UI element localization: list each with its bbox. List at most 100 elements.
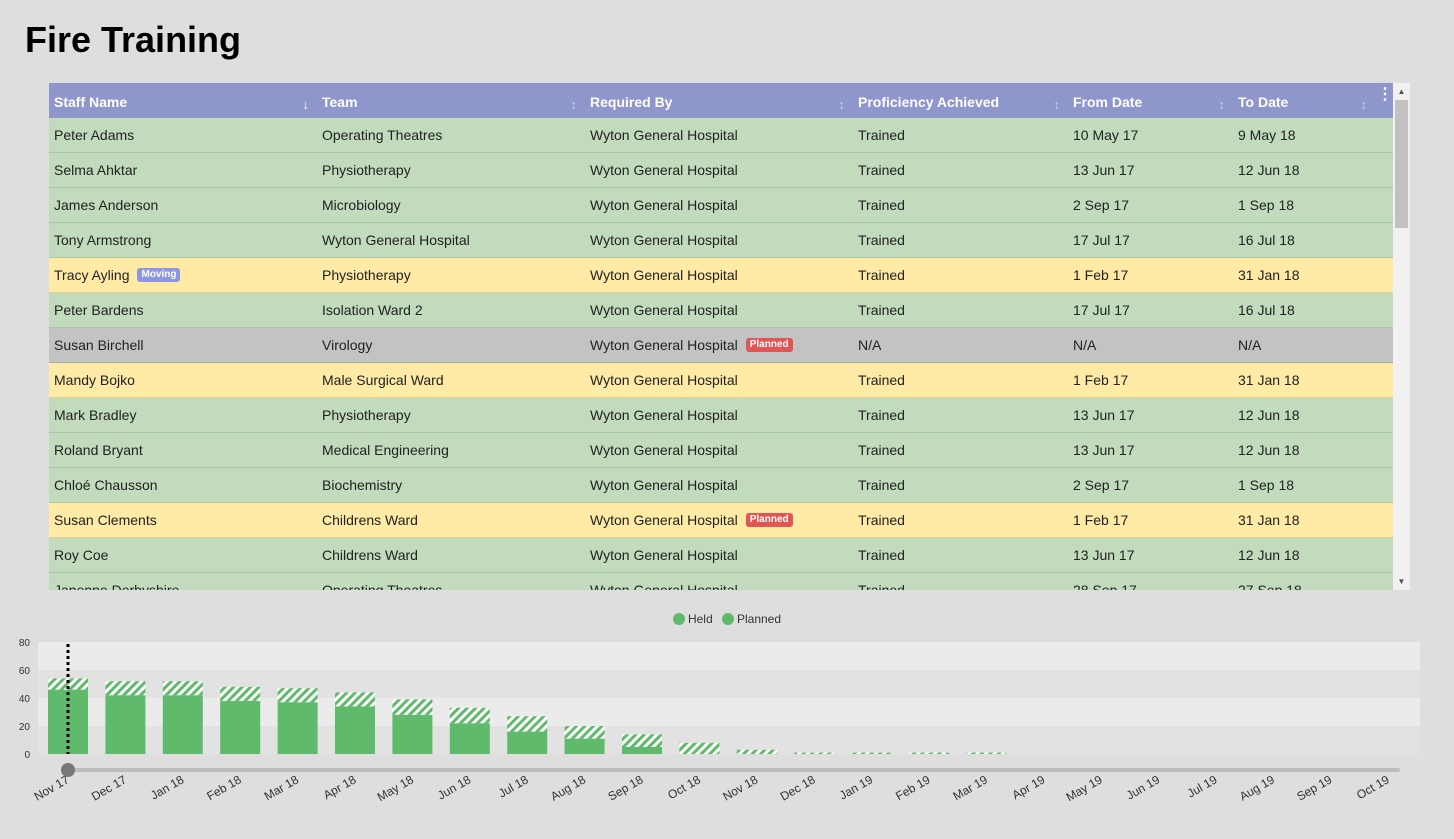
legend-item-planned[interactable]: Planned: [721, 612, 782, 626]
table-row[interactable]: Susan Birchell Virology Wyton General Hosp…: [49, 328, 1393, 363]
bar-planned[interactable]: [966, 752, 1007, 754]
team-cell: Virology: [317, 337, 585, 353]
column-header-from-date[interactable]: From Date ↕: [1068, 83, 1233, 118]
bar-planned[interactable]: [48, 678, 88, 690]
team-cell: Medical Engineering: [317, 442, 585, 458]
sort-icon[interactable]: ↕: [570, 97, 578, 112]
cell-text: Trained: [858, 162, 905, 178]
bar-planned[interactable]: [335, 692, 375, 707]
x-tick-label: May 19: [1064, 772, 1105, 804]
table-row[interactable]: Susan Clements Childrens Ward Wyton Genera…: [49, 503, 1393, 538]
sort-descending-icon[interactable]: ↓: [302, 97, 310, 112]
from-date-cell: 1 Feb 17: [1068, 512, 1233, 528]
x-tick-label: Feb 18: [204, 772, 244, 803]
bar-held[interactable]: [622, 747, 662, 754]
table-scrollbar[interactable]: ▲ ▼: [1393, 83, 1410, 590]
from-date-cell: N/A: [1068, 337, 1233, 353]
table-row[interactable]: Peter Adams Operating Theatres Wyton Gener…: [49, 118, 1393, 153]
x-tick-label: Apr 19: [1010, 772, 1048, 802]
table-row[interactable]: Mandy Bojko Male Surgical Ward Wyton Gener…: [49, 363, 1393, 398]
x-tick-label: Apr 18: [321, 772, 359, 802]
table-row[interactable]: Peter Bardens Isolation Ward 2 Wyton Gener…: [49, 293, 1393, 328]
cell-text: 16 Jul 18: [1238, 232, 1295, 248]
cell-text: Peter Bardens: [54, 302, 144, 318]
planned-badge: Planned: [745, 338, 793, 352]
timeline-slider-handle[interactable]: [61, 763, 75, 777]
cell-text: Physiotherapy: [322, 162, 411, 178]
bar-held[interactable]: [105, 695, 146, 754]
bar-held[interactable]: [564, 738, 605, 754]
sort-icon[interactable]: ↕: [838, 97, 846, 112]
x-tick-label: Nov 17: [32, 772, 72, 803]
y-tick-label: 40: [19, 694, 31, 705]
column-header-team[interactable]: Team ↕: [317, 83, 585, 118]
bar-held[interactable]: [335, 706, 375, 754]
staff-name-cell: Roland Bryant: [49, 442, 317, 458]
table-row[interactable]: Tony Armstrong Wyton General Hospital Wyto…: [49, 223, 1393, 258]
staff-name-cell: Peter Bardens: [49, 302, 317, 318]
bar-planned[interactable]: [507, 716, 548, 732]
scroll-down-arrow-icon[interactable]: ▼: [1397, 577, 1406, 586]
x-tick-label: Jun 18: [435, 772, 473, 802]
column-header-staff-name[interactable]: Staff Name ↓: [49, 83, 317, 118]
scroll-thumb[interactable]: [1395, 100, 1408, 228]
table-row[interactable]: Chloé Chausson Biochemistry Wyton General …: [49, 468, 1393, 503]
x-tick-label: Mar 18: [262, 772, 302, 803]
legend-label: Planned: [736, 612, 782, 626]
table-row[interactable]: Selma Ahktar Physiotherapy Wyton General H…: [49, 153, 1393, 188]
proficiency-cell: Trained: [853, 232, 1068, 248]
table-row[interactable]: Roland Bryant Medical Engineering Wyton Ge…: [49, 433, 1393, 468]
bar-held[interactable]: [162, 695, 203, 754]
bar-planned[interactable]: [449, 707, 490, 724]
team-cell: Isolation Ward 2: [317, 302, 585, 318]
staff-name-cell: Mark Bradley: [49, 407, 317, 423]
sort-icon[interactable]: ↕: [1053, 97, 1061, 112]
bar-planned[interactable]: [105, 681, 146, 696]
bar-planned[interactable]: [277, 688, 318, 703]
bar-planned[interactable]: [794, 752, 835, 754]
cell-text: Physiotherapy: [322, 407, 411, 423]
cell-text: Wyton General Hospital: [590, 547, 738, 563]
x-tick-label: Jan 18: [148, 772, 186, 802]
bar-held[interactable]: [277, 702, 318, 754]
bar-planned[interactable]: [392, 699, 433, 715]
cell-text: 16 Jul 18: [1238, 302, 1295, 318]
bar-planned[interactable]: [851, 752, 892, 754]
required-by-cell: Wyton General Hospital: [585, 197, 853, 213]
cell-text: 13 Jun 17: [1073, 162, 1135, 178]
cell-text: 1 Feb 17: [1073, 372, 1129, 388]
column-header-proficiency[interactable]: Proficiency Achieved ↕: [853, 83, 1068, 118]
table-row[interactable]: Roy Coe Childrens Ward Wyton General Hospi…: [49, 538, 1393, 573]
bar-planned[interactable]: [564, 726, 605, 739]
bar-held[interactable]: [449, 723, 490, 754]
sort-icon[interactable]: ↕: [1360, 97, 1368, 112]
sort-icon[interactable]: ↕: [1218, 97, 1226, 112]
grid-band: [38, 726, 1420, 754]
column-header-to-date[interactable]: To Date ↕ ⋮: [1233, 83, 1393, 118]
bar-planned[interactable]: [622, 734, 662, 747]
scroll-up-arrow-icon[interactable]: ▲: [1397, 87, 1406, 96]
bar-held[interactable]: [507, 731, 548, 754]
bar-planned[interactable]: [220, 686, 261, 701]
bar-planned[interactable]: [909, 752, 949, 754]
table-row[interactable]: James Anderson Microbiology Wyton General …: [49, 188, 1393, 223]
from-date-cell: 1 Feb 17: [1068, 267, 1233, 283]
bar-planned[interactable]: [736, 749, 777, 754]
bar-planned[interactable]: [679, 742, 720, 754]
legend-item-held[interactable]: Held: [672, 612, 713, 626]
table-row[interactable]: Mark Bradley Physiotherapy Wyton General H…: [49, 398, 1393, 433]
bar-planned[interactable]: [162, 681, 203, 696]
proficiency-cell: Trained: [853, 372, 1068, 388]
cell-text: Wyton General Hospital: [322, 232, 470, 248]
column-menu-icon[interactable]: ⋮: [1377, 86, 1393, 103]
bar-held[interactable]: [392, 714, 433, 754]
table-row[interactable]: Janenne Derbyshire Operating Theatres Wyto…: [49, 573, 1393, 590]
bar-held[interactable]: [220, 700, 261, 754]
cell-text: Operating Theatres: [322, 127, 443, 143]
team-cell: Male Surgical Ward: [317, 372, 585, 388]
column-header-required-by[interactable]: Required By ↕: [585, 83, 853, 118]
staff-table: Staff Name ↓ Team ↕ Required By ↕ Profic…: [49, 83, 1410, 590]
x-tick-label: Sep 18: [606, 772, 646, 803]
table-row[interactable]: Tracy Ayling Moving Physiotherapy Wyton Gen…: [49, 258, 1393, 293]
cell-text: 12 Jun 18: [1238, 407, 1300, 423]
